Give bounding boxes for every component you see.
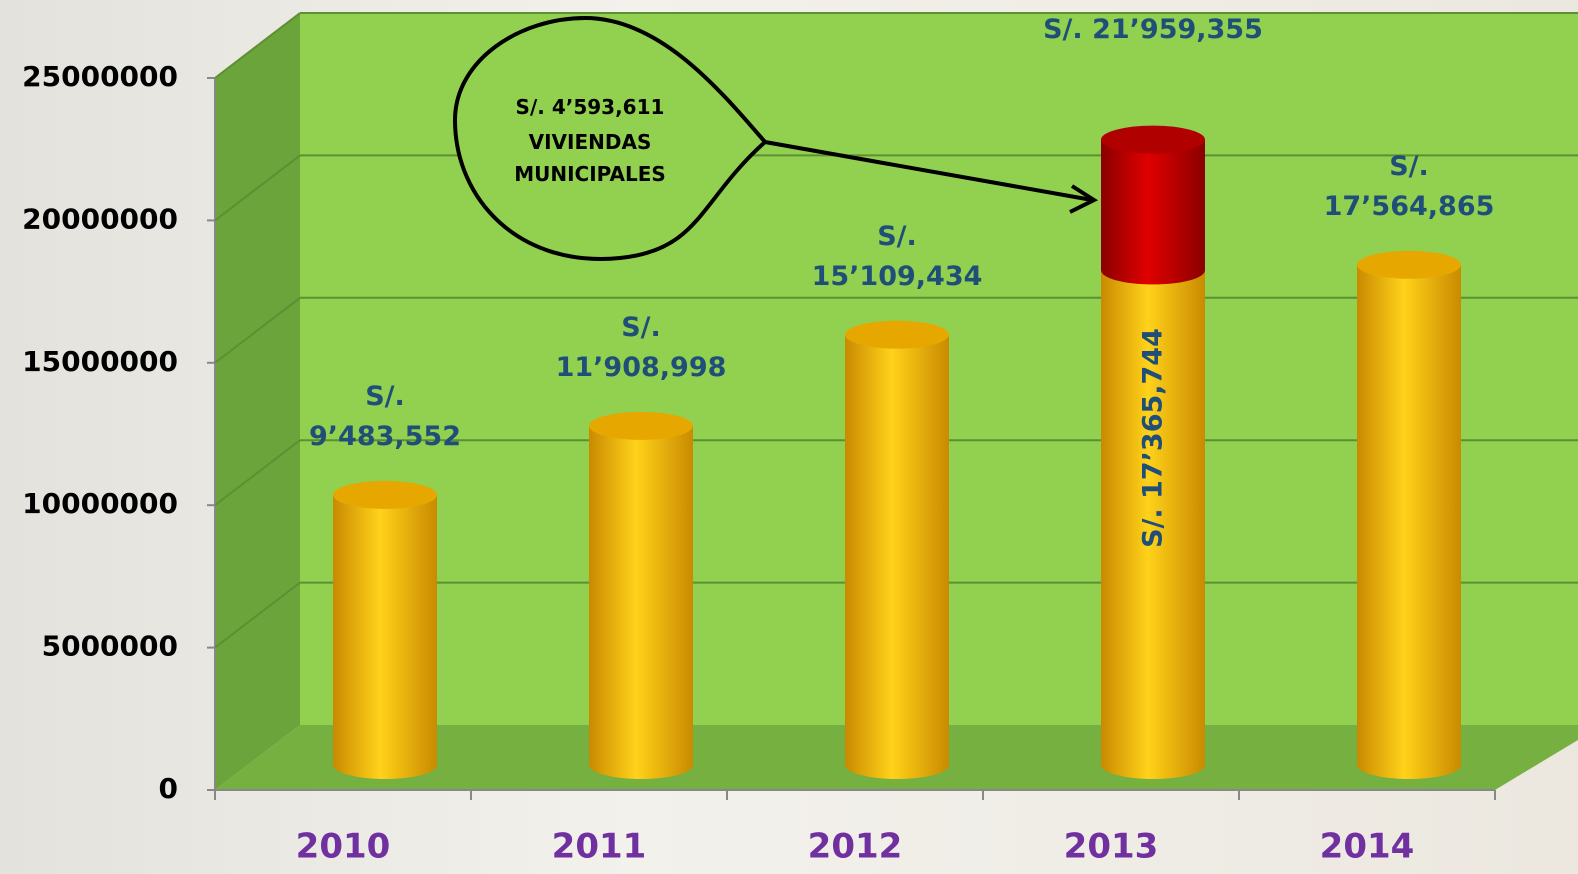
- bar-top: [1101, 126, 1205, 154]
- value-label: S/. 9’483,552: [285, 377, 485, 458]
- bar: [333, 495, 437, 779]
- y-tick-label: 5000000: [42, 630, 178, 663]
- x-tick-label: 2011: [552, 827, 647, 867]
- bar: [1357, 265, 1461, 779]
- bar-top: [589, 412, 693, 440]
- x-tick-label: 2014: [1320, 827, 1415, 867]
- value-label: S/. 17’365,744: [1135, 328, 1170, 548]
- y-tick-label: 15000000: [22, 345, 178, 378]
- bar: [589, 426, 693, 779]
- bar-top: [845, 321, 949, 349]
- x-tick-label: 2010: [296, 827, 391, 867]
- total-label: S/. 21’959,355: [1033, 10, 1273, 51]
- value-label: S/. 11’908,998: [541, 308, 741, 389]
- chart-page: 0 5000000 10000000 15000000 20000000 25000000…: [0, 0, 1578, 874]
- callout-text: VIVIENDAS MUNICIPALES: [500, 126, 680, 190]
- value-label: S/. 17’564,865: [1309, 147, 1509, 228]
- y-tick-label: 0: [159, 772, 178, 805]
- bar-top: [333, 481, 437, 509]
- y-tick-label: 10000000: [22, 487, 178, 520]
- x-tick-label: 2013: [1064, 827, 1159, 867]
- bar: [845, 335, 949, 779]
- y-tick-label: 25000000: [22, 60, 178, 93]
- y-tick-label: 20000000: [22, 202, 178, 235]
- x-tick-label: 2012: [808, 827, 903, 867]
- chart: 0 5000000 10000000 15000000 20000000 25000000…: [0, 0, 1578, 874]
- value-label: S/. 15’109,434: [797, 217, 997, 298]
- callout-value-label: S/. 4’593,611: [500, 92, 680, 122]
- bar-top: [1357, 251, 1461, 279]
- bar: [1101, 140, 1205, 285]
